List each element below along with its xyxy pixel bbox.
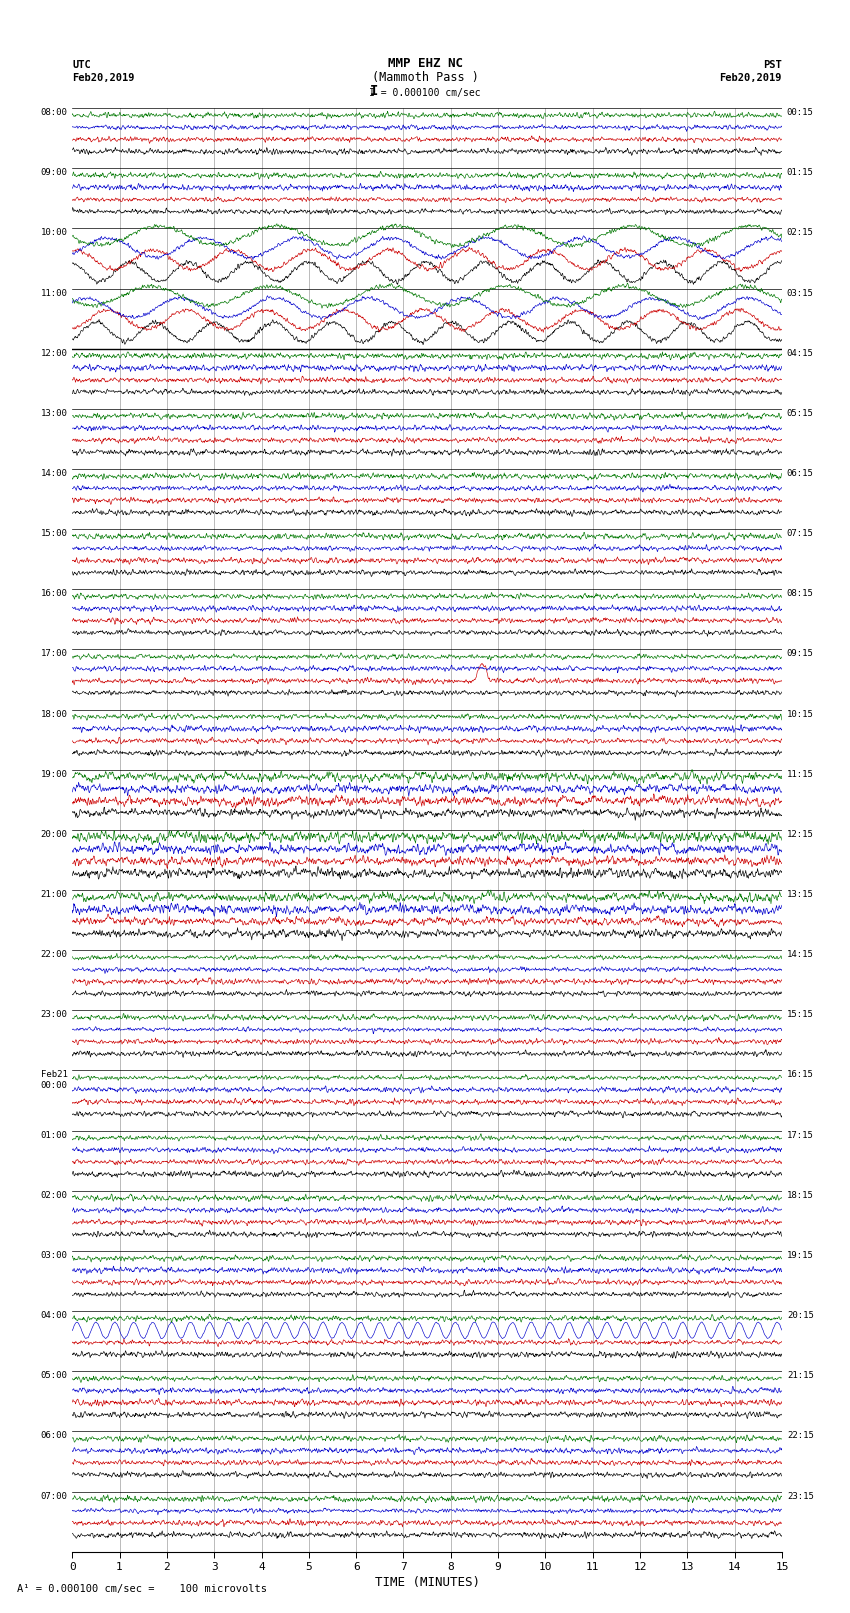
- Text: Feb20,2019: Feb20,2019: [72, 73, 135, 84]
- Text: Feb20,2019: Feb20,2019: [719, 73, 782, 84]
- Text: MMP EHZ NC: MMP EHZ NC: [388, 56, 462, 71]
- Text: A¹ = 0.000100 cm/sec =    100 microvolts: A¹ = 0.000100 cm/sec = 100 microvolts: [17, 1584, 267, 1594]
- Text: PST: PST: [763, 60, 782, 71]
- Text: (Mammoth Pass ): (Mammoth Pass ): [371, 71, 479, 84]
- Text: I = 0.000100 cm/sec: I = 0.000100 cm/sec: [369, 87, 481, 97]
- Text: UTC: UTC: [72, 60, 91, 71]
- X-axis label: TIME (MINUTES): TIME (MINUTES): [375, 1576, 479, 1589]
- Text: I: I: [370, 84, 378, 98]
